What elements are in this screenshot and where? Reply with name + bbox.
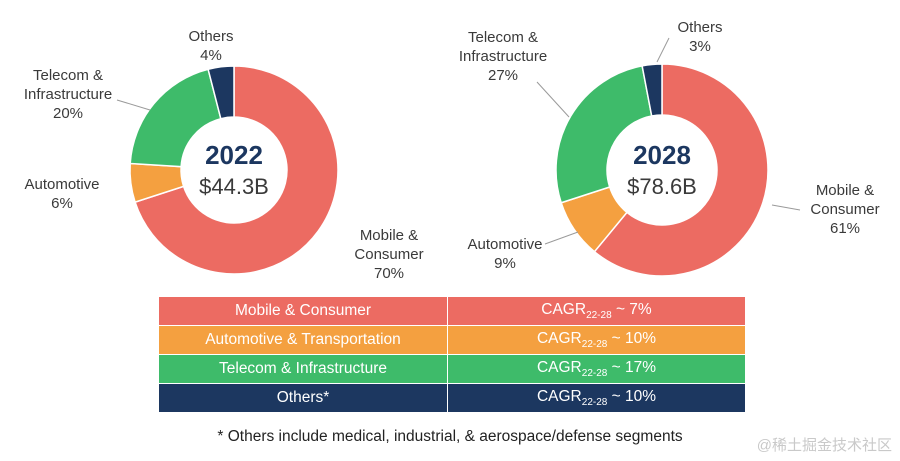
donut-hole-2022 [182,118,286,222]
segment-name: Mobile & Consumer [158,296,448,326]
slice-2022-telecom-infrastructure [129,68,222,168]
slice-label-2022-automotive: Automotive 6% [24,176,99,212]
slice-label-2022-others: Others 4% [188,28,233,64]
center-year-2022: 2022 [205,140,263,170]
leader-line-2028-others [656,37,670,63]
donut-hole-2028 [608,116,716,224]
cagr-cell: CAGR22-28 ~ 17% [447,354,746,384]
cagr-row-automotive: Automotive & Transportation CAGR22-28 ~ … [158,325,746,355]
segment-name: Others* [158,383,448,413]
donut-charts: Mobile & Consumer 70% Automotive 6% Telecom &… [24,19,880,282]
segment-name: Automotive & Transportation [158,325,448,355]
watermark: @稀土掘金技术社区 [756,437,892,454]
slice-label-2022-mobile-consumer: Mobile & Consumer 70% [354,227,423,282]
slice-label-2028-others: Others 3% [677,19,722,55]
leader-line-2028-telecom-infrastructure [536,81,570,118]
slice-2028-others [641,63,663,117]
segment-name: Telecom & Infrastructure [158,354,448,384]
leader-line-2028-automotive [544,231,579,245]
footnote: * Others include medical, industrial, & … [217,428,683,445]
cagr-cell: CAGR22-28 ~ 7% [447,296,746,326]
cagr-table: Mobile & Consumer CAGR22-28 ~ 7% Automot… [158,296,746,413]
cagr-row-mobile-consumer: Mobile & Consumer CAGR22-28 ~ 7% [158,296,746,326]
slice-label-2028-telecom-infrastructure: Telecom & Infrastructure 27% [459,29,547,84]
center-value-2022: $44.3B [199,174,269,199]
slice-label-2022-telecom-infrastructure: Telecom & Infrastructure 20% [24,67,112,122]
cagr-row-others: Others* CAGR22-28 ~ 10% [158,383,746,413]
slice-2022-others [207,65,235,120]
slice-2028-mobile-consumer [593,63,769,277]
center-year-2028: 2028 [633,140,691,170]
leader-line-2028-mobile-consumer [771,204,801,211]
cagr-cell: CAGR22-28 ~ 10% [447,325,746,355]
slice-2028-telecom-infrastructure [555,64,653,204]
leader-line-2022-telecom-infrastructure [116,99,151,111]
center-value-2028: $78.6B [627,174,697,199]
slice-label-2028-mobile-consumer: Mobile & Consumer 61% [810,182,879,237]
slice-2022-mobile-consumer [134,65,339,275]
cagr-cell: CAGR22-28 ~ 10% [447,383,746,413]
slice-label-2028-automotive: Automotive 9% [467,236,542,272]
cagr-row-telecom: Telecom & Infrastructure CAGR22-28 ~ 17% [158,354,746,384]
